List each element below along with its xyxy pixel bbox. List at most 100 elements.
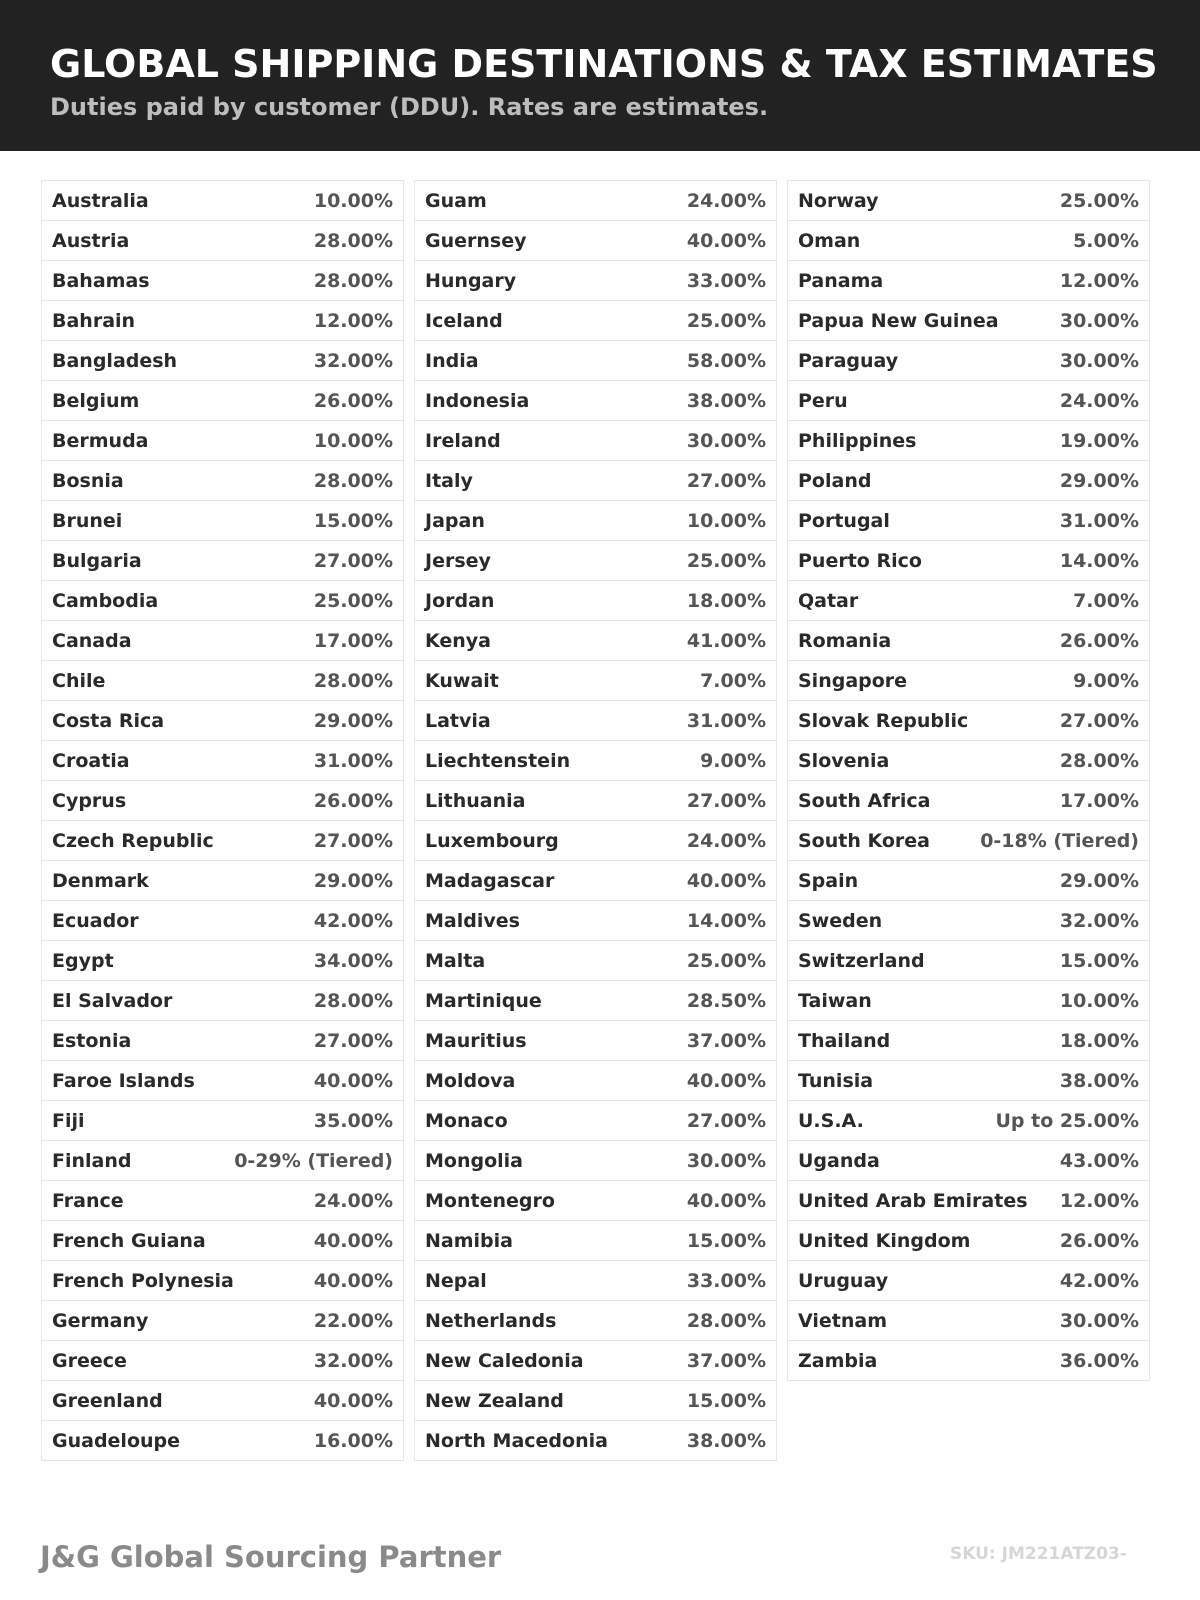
- country-name: South Korea: [798, 829, 931, 852]
- table-row: Panama 12.00%: [788, 261, 1149, 301]
- table-row: Norway 25.00%: [788, 181, 1149, 221]
- country-name: Liechtenstein: [425, 749, 571, 772]
- country-name: Taiwan: [798, 989, 872, 1012]
- tax-rate: 27.00%: [1059, 709, 1139, 732]
- table-row: Philippines 19.00%: [788, 421, 1149, 461]
- country-name: Guam: [425, 189, 487, 212]
- country-name: Tunisia: [798, 1069, 874, 1092]
- tax-rate: 25.00%: [686, 549, 766, 572]
- tax-rate: 28.00%: [313, 669, 393, 692]
- tax-rate: 14.00%: [1059, 549, 1139, 572]
- country-name: South Africa: [798, 789, 931, 812]
- table-row: Fiji 35.00%: [42, 1101, 403, 1141]
- tax-rate: 25.00%: [313, 589, 393, 612]
- country-name: Guadeloupe: [52, 1429, 181, 1452]
- tax-rate: 40.00%: [313, 1069, 393, 1092]
- table-row: Tunisia 38.00%: [788, 1061, 1149, 1101]
- tax-rate: 25.00%: [1059, 189, 1139, 212]
- table-row: United Kingdom 26.00%: [788, 1221, 1149, 1261]
- table-row: South Africa 17.00%: [788, 781, 1149, 821]
- tax-rate: 33.00%: [686, 1269, 766, 1292]
- country-name: Nepal: [425, 1269, 487, 1292]
- country-name: Bangladesh: [52, 349, 178, 372]
- country-name: Guernsey: [425, 229, 527, 252]
- tax-rate: 28.00%: [313, 469, 393, 492]
- tax-rate: 34.00%: [313, 949, 393, 972]
- tax-rate: 24.00%: [1059, 389, 1139, 412]
- country-name: Netherlands: [425, 1309, 557, 1332]
- tax-rate: 24.00%: [686, 829, 766, 852]
- tax-rate: 28.50%: [686, 989, 766, 1012]
- country-name: Puerto Rico: [798, 549, 922, 572]
- country-name: Kuwait: [425, 669, 499, 692]
- country-name: Belgium: [52, 389, 140, 412]
- tax-rate: 30.00%: [1059, 349, 1139, 372]
- country-name: Mongolia: [425, 1149, 523, 1172]
- country-name: Martinique: [425, 989, 542, 1012]
- tax-rate: 5.00%: [1073, 229, 1139, 252]
- tax-rate: 0-18% (Tiered): [980, 829, 1139, 852]
- country-name: Slovak Republic: [798, 709, 969, 732]
- table-row: Taiwan 10.00%: [788, 981, 1149, 1021]
- tax-rate: 30.00%: [686, 429, 766, 452]
- tax-rate: 27.00%: [686, 789, 766, 812]
- table-row: Croatia 31.00%: [42, 741, 403, 781]
- tax-rate: 40.00%: [686, 869, 766, 892]
- table-row: Czech Republic 27.00%: [42, 821, 403, 861]
- tax-rate: 30.00%: [1059, 1309, 1139, 1332]
- tax-rate: 40.00%: [686, 1069, 766, 1092]
- table-row: Peru 24.00%: [788, 381, 1149, 421]
- table-row: Netherlands 28.00%: [415, 1301, 776, 1341]
- tax-rate: 38.00%: [686, 1429, 766, 1452]
- page-title: GLOBAL SHIPPING DESTINATIONS & TAX ESTIM…: [50, 42, 1158, 86]
- table-row: Ecuador 42.00%: [42, 901, 403, 941]
- country-name: Uruguay: [798, 1269, 889, 1292]
- country-name: Kenya: [425, 629, 492, 652]
- table-row: Qatar 7.00%: [788, 581, 1149, 621]
- table-row: Zambia 36.00%: [788, 1341, 1149, 1381]
- country-name: Germany: [52, 1309, 149, 1332]
- country-name: Sweden: [798, 909, 883, 932]
- table-row: Paraguay 30.00%: [788, 341, 1149, 381]
- table-row: New Caledonia 37.00%: [415, 1341, 776, 1381]
- country-name: French Polynesia: [52, 1269, 234, 1292]
- table-row: Indonesia 38.00%: [415, 381, 776, 421]
- table-row: Italy 27.00%: [415, 461, 776, 501]
- tax-rate: 27.00%: [313, 549, 393, 572]
- tax-rate: 7.00%: [1073, 589, 1139, 612]
- country-name: Czech Republic: [52, 829, 214, 852]
- country-name: Bermuda: [52, 429, 149, 452]
- tax-rate: 27.00%: [313, 1029, 393, 1052]
- country-name: Ireland: [425, 429, 501, 452]
- table-row: Liechtenstein 9.00%: [415, 741, 776, 781]
- table-row: Bangladesh 32.00%: [42, 341, 403, 381]
- tax-rate: 9.00%: [1073, 669, 1139, 692]
- tax-rate: 31.00%: [1059, 509, 1139, 532]
- tax-rate: 27.00%: [686, 1109, 766, 1132]
- country-name: Iceland: [425, 309, 503, 332]
- tax-rate: 17.00%: [1059, 789, 1139, 812]
- country-name: Egypt: [52, 949, 114, 972]
- country-name: Luxembourg: [425, 829, 559, 852]
- table-row: Moldova 40.00%: [415, 1061, 776, 1101]
- tax-rate: 29.00%: [313, 869, 393, 892]
- table-row: Poland 29.00%: [788, 461, 1149, 501]
- tax-rate: 24.00%: [686, 189, 766, 212]
- tax-rate: 30.00%: [686, 1149, 766, 1172]
- table-row: Portugal 31.00%: [788, 501, 1149, 541]
- table-row: United Arab Emirates 12.00%: [788, 1181, 1149, 1221]
- table-row: Hungary 33.00%: [415, 261, 776, 301]
- tax-rate: 25.00%: [686, 309, 766, 332]
- country-name: Oman: [798, 229, 861, 252]
- country-name: Finland: [52, 1149, 132, 1172]
- rates-column-2: Guam 24.00% Guernsey 40.00% Hungary 33.00% Ice…: [414, 180, 777, 1461]
- tax-rate: 26.00%: [1059, 629, 1139, 652]
- country-name: France: [52, 1189, 124, 1212]
- tax-rate: 32.00%: [1059, 909, 1139, 932]
- table-row: Finland 0-29% (Tiered): [42, 1141, 403, 1181]
- country-name: Switzerland: [798, 949, 925, 972]
- table-row: Germany 22.00%: [42, 1301, 403, 1341]
- country-name: Maldives: [425, 909, 520, 932]
- country-name: Namibia: [425, 1229, 513, 1252]
- country-name: Malta: [425, 949, 486, 972]
